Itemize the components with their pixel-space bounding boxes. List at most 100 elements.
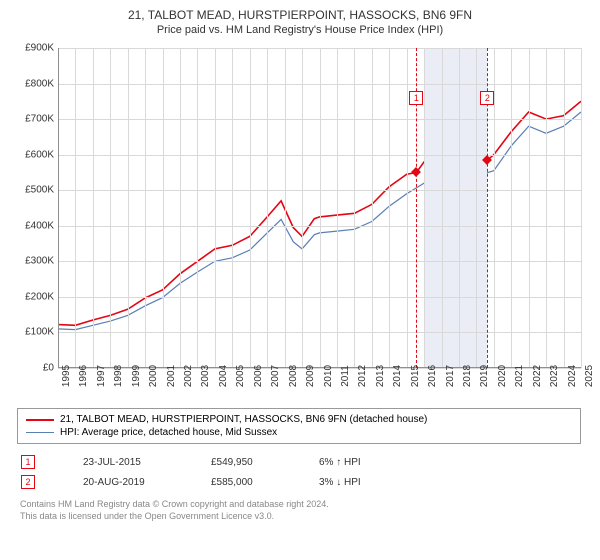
y-tick-label: £0 — [43, 363, 54, 374]
sale-row: 1 23-JUL-2015 £549,950 6% ↑ HPI — [17, 452, 581, 472]
y-tick-label: £400K — [25, 220, 54, 231]
x-tick-label: 2009 — [305, 365, 316, 387]
y-tick-label: £500K — [25, 185, 54, 196]
event-marker-box: 1 — [409, 91, 423, 105]
x-tick-label: 2008 — [288, 365, 299, 387]
attribution-line-1: Contains HM Land Registry data © Crown c… — [20, 498, 584, 510]
gridline-v — [128, 48, 129, 368]
x-tick-label: 2004 — [218, 365, 229, 387]
y-tick-label: £200K — [25, 291, 54, 302]
sale-marker: 2 — [21, 475, 35, 489]
plot-region: 12 — [58, 48, 581, 368]
x-tick-label: 2011 — [340, 365, 351, 387]
gridline-v — [529, 48, 530, 368]
gridline-v — [320, 48, 321, 368]
y-tick-label: £700K — [25, 114, 54, 125]
sale-pct-vs-hpi: 6% ↑ HPI — [319, 457, 361, 468]
x-tick-label: 2010 — [323, 365, 334, 387]
x-tick-label: 2024 — [567, 365, 578, 387]
legend-label: 21, TALBOT MEAD, HURSTPIERPOINT, HASSOCK… — [60, 414, 427, 425]
x-tick-label: 2018 — [462, 365, 473, 387]
gridline-v — [424, 48, 425, 368]
legend-item: 21, TALBOT MEAD, HURSTPIERPOINT, HASSOCK… — [26, 413, 572, 426]
sale-date: 20-AUG-2019 — [83, 477, 175, 488]
gridline-v — [285, 48, 286, 368]
y-tick-label: £600K — [25, 149, 54, 160]
x-tick-label: 2001 — [166, 365, 177, 387]
gridline-v — [250, 48, 251, 368]
gridline-v — [145, 48, 146, 368]
legend-item: HPI: Average price, detached house, Mid … — [26, 426, 572, 439]
x-tick-label: 2023 — [549, 365, 560, 387]
gridline-v — [546, 48, 547, 368]
sale-marker: 1 — [21, 455, 35, 469]
legend-box: 21, TALBOT MEAD, HURSTPIERPOINT, HASSOCK… — [17, 408, 581, 444]
gridline-v — [337, 48, 338, 368]
sale-pct-vs-hpi: 3% ↓ HPI — [319, 477, 361, 488]
x-tick-label: 2006 — [253, 365, 264, 387]
x-tick-label: 2025 — [584, 365, 595, 387]
x-tick-label: 2019 — [479, 365, 490, 387]
gridline-v — [267, 48, 268, 368]
x-tick-label: 2017 — [445, 365, 456, 387]
x-tick-label: 2013 — [375, 365, 386, 387]
legend-swatch — [26, 419, 54, 421]
gridline-v — [110, 48, 111, 368]
x-tick-label: 2015 — [410, 365, 421, 387]
axis-border-left — [58, 48, 59, 368]
gridline-v — [163, 48, 164, 368]
y-tick-label: £800K — [25, 78, 54, 89]
legend-swatch — [26, 432, 54, 433]
gridline-v — [476, 48, 477, 368]
gridline-v — [372, 48, 373, 368]
chart-area: £0 £100K £200K £300K £400K £500K £600K £700K £80… — [16, 44, 581, 404]
gridline-v — [354, 48, 355, 368]
x-tick-label: 2014 — [392, 365, 403, 387]
gridline-v — [564, 48, 565, 368]
gridline-v — [75, 48, 76, 368]
attribution: Contains HM Land Registry data © Crown c… — [20, 498, 584, 522]
y-tick-label: £300K — [25, 256, 54, 267]
chart-subtitle: Price paid vs. HM Land Registry's House … — [16, 24, 584, 36]
gridline-v — [93, 48, 94, 368]
x-tick-label: 2007 — [270, 365, 281, 387]
gridline-v — [442, 48, 443, 368]
sale-price: £549,950 — [211, 457, 283, 468]
x-tick-label: 2022 — [532, 365, 543, 387]
sale-row: 2 20-AUG-2019 £585,000 3% ↓ HPI — [17, 472, 581, 492]
gridline-v — [215, 48, 216, 368]
event-marker-box: 2 — [480, 91, 494, 105]
sale-date: 23-JUL-2015 — [83, 457, 175, 468]
legend-label: HPI: Average price, detached house, Mid … — [60, 427, 277, 438]
gridline-v — [180, 48, 181, 368]
x-tick-label: 1996 — [78, 365, 89, 387]
x-tick-label: 2012 — [357, 365, 368, 387]
x-axis: 1995199619971998199920002001200220032004… — [58, 372, 581, 404]
chart-container: 21, TALBOT MEAD, HURSTPIERPOINT, HASSOCK… — [0, 0, 600, 560]
x-tick-label: 2002 — [183, 365, 194, 387]
gridline-v — [302, 48, 303, 368]
x-tick-label: 2020 — [497, 365, 508, 387]
sale-price: £585,000 — [211, 477, 283, 488]
shaded-region — [424, 48, 487, 368]
gridline-v — [407, 48, 408, 368]
y-tick-label: £900K — [25, 43, 54, 54]
sales-table: 1 23-JUL-2015 £549,950 6% ↑ HPI 2 20-AUG-2019… — [17, 452, 581, 492]
x-tick-label: 1997 — [96, 365, 107, 387]
x-tick-label: 2003 — [200, 365, 211, 387]
x-tick-label: 2005 — [235, 365, 246, 387]
gridline-v — [511, 48, 512, 368]
x-tick-label: 2000 — [148, 365, 159, 387]
y-axis: £0 £100K £200K £300K £400K £500K £600K £700K £80… — [16, 44, 58, 372]
gridline-v — [581, 48, 582, 368]
y-tick-label: £100K — [25, 327, 54, 338]
gridline-v — [232, 48, 233, 368]
gridline-v — [459, 48, 460, 368]
x-tick-label: 1999 — [131, 365, 142, 387]
gridline-v — [389, 48, 390, 368]
x-tick-label: 2016 — [427, 365, 438, 387]
attribution-line-2: This data is licensed under the Open Gov… — [20, 510, 584, 522]
gridline-v — [197, 48, 198, 368]
x-tick-label: 1998 — [113, 365, 124, 387]
x-tick-label: 1995 — [61, 365, 72, 387]
